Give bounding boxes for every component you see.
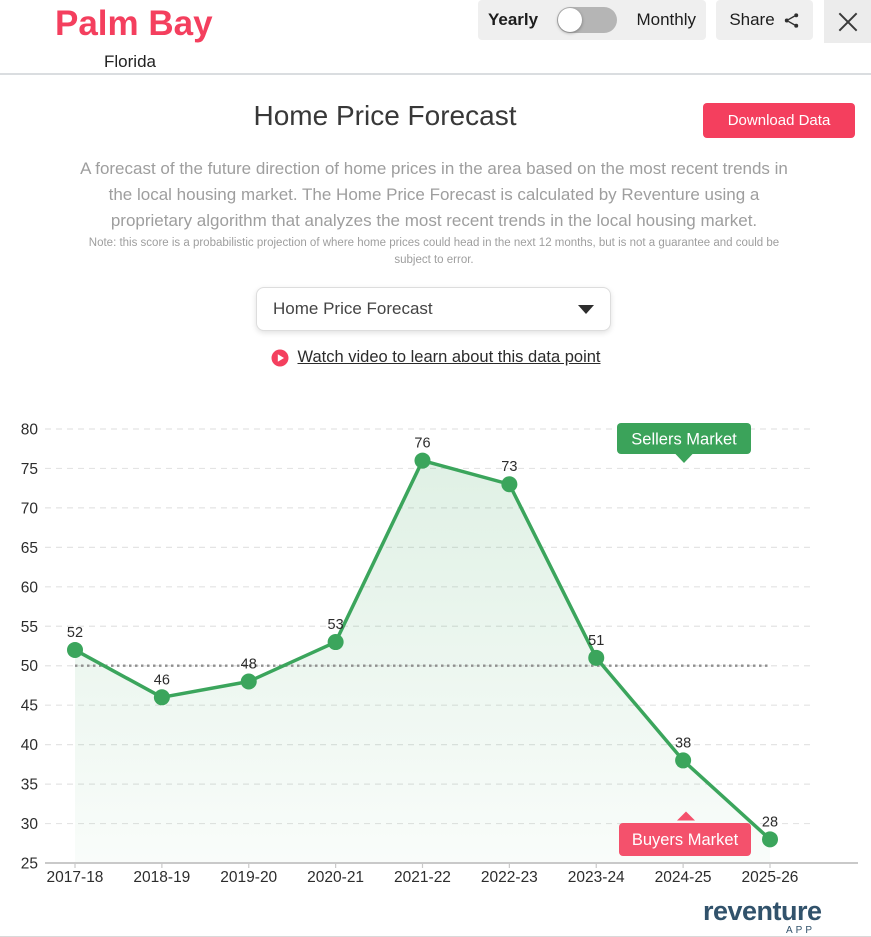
note-text: Note: this score is a probabilistic proj…: [88, 237, 780, 266]
data-point[interactable]: [675, 752, 692, 769]
data-point-label: 53: [328, 617, 344, 633]
data-point[interactable]: [240, 673, 257, 690]
toggle-label-monthly[interactable]: Monthly: [636, 10, 696, 29]
header: Palm Bay Florida Yearly Monthly Share: [0, 0, 871, 75]
close-icon: [838, 12, 857, 31]
y-axis-label: 35: [21, 777, 38, 794]
data-point-label: 28: [762, 814, 778, 830]
sellers-market-label: Sellers Market: [631, 431, 737, 449]
data-point[interactable]: [414, 452, 431, 469]
download-data-button[interactable]: Download Data: [703, 103, 855, 138]
toggle-label-yearly[interactable]: Yearly: [488, 10, 539, 29]
y-axis-label: 80: [21, 422, 39, 439]
y-axis-label: 55: [21, 619, 38, 636]
y-axis-label: 50: [21, 658, 39, 675]
period-toggle-group: Yearly Monthly: [478, 0, 706, 40]
share-label: Share: [729, 10, 775, 29]
data-point[interactable]: [501, 476, 518, 493]
data-point-label: 76: [414, 436, 430, 452]
state-name: Florida: [104, 52, 156, 71]
video-link[interactable]: Watch video to learn about this data poi…: [297, 348, 601, 366]
metric-dropdown[interactable]: Home Price Forecast: [256, 287, 611, 331]
y-axis-label: 60: [21, 579, 39, 596]
description-text: A forecast of the future direction of ho…: [80, 159, 788, 230]
buyers-market-label: Buyers Market: [632, 831, 739, 849]
page-title: Home Price Forecast: [253, 100, 517, 131]
share-icon: [784, 12, 798, 28]
x-axis-label: 2025-26: [742, 869, 799, 886]
y-axis-label: 70: [21, 500, 39, 517]
sellers-market-badge: [617, 423, 751, 454]
data-point[interactable]: [153, 689, 170, 706]
x-axis-label: 2017-18: [47, 869, 104, 886]
brand-sub: APP: [785, 925, 815, 936]
share-button[interactable]: Share: [716, 0, 813, 40]
x-axis-label: 2022-23: [481, 869, 538, 886]
reventure-logo: reventure APP: [703, 898, 822, 937]
data-point-label: 73: [501, 459, 517, 475]
y-axis-label: 25: [21, 856, 38, 873]
data-point-label: 51: [588, 633, 604, 649]
area-fill: [75, 460, 770, 863]
y-axis-label: 45: [21, 698, 38, 715]
data-point-label: 48: [241, 657, 257, 673]
x-axis-label: 2018-19: [133, 869, 190, 886]
data-point-label: 46: [154, 672, 170, 688]
data-point[interactable]: [67, 641, 83, 658]
data-point[interactable]: [588, 649, 605, 666]
video-link-row: Watch video to learn about this data poi…: [0, 348, 871, 367]
x-axis-label: 2020-21: [307, 869, 364, 886]
brand-name: reventure: [703, 896, 822, 926]
play-icon[interactable]: [271, 349, 289, 367]
data-point[interactable]: [327, 634, 344, 651]
y-axis-label: 65: [21, 540, 38, 557]
x-axis-label: 2023-24: [568, 869, 625, 886]
sellers-market-pointer-icon: [675, 453, 693, 463]
data-point-label: 52: [67, 625, 83, 641]
x-axis-label: 2019-20: [220, 869, 277, 886]
x-axis-label: 2021-22: [394, 869, 451, 886]
home-price-forecast-chart: 80 75 70 65 60 55 50 45 40 35 30 25 52 46 48 53 76 73 51 38…: [21, 422, 858, 886]
period-toggle-switch[interactable]: [557, 7, 618, 33]
buyers-market-badge: [619, 823, 751, 856]
city-name: Palm Bay: [55, 4, 213, 43]
y-axis-label: 40: [21, 737, 39, 754]
data-point-label: 38: [675, 735, 691, 751]
toggle-knob: [558, 8, 583, 32]
y-axis-label: 75: [21, 461, 38, 478]
close-button[interactable]: [824, 0, 871, 43]
x-axis-label: 2024-25: [655, 869, 712, 886]
buyers-market-pointer-icon: [677, 811, 695, 821]
chevron-down-icon: [578, 304, 594, 314]
y-axis-label: 30: [21, 816, 39, 833]
dropdown-value: Home Price Forecast: [273, 299, 433, 318]
data-point[interactable]: [762, 831, 778, 848]
